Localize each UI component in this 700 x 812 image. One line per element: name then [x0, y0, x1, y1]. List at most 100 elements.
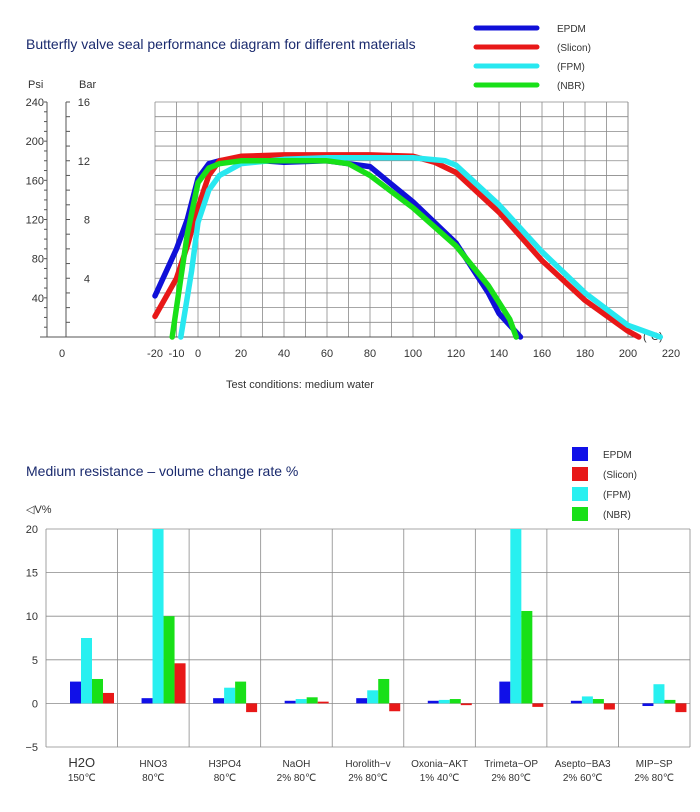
y-tick-label: 10 — [26, 611, 38, 623]
category-label-8: Asepto−BA3 — [555, 759, 611, 770]
x-tick-label: 140 — [490, 348, 508, 360]
x-tick-label: 220 — [662, 348, 680, 360]
legend-label-2: (Slicon) — [603, 470, 637, 481]
test-conditions-note: Test conditions: medium water — [226, 379, 374, 391]
bar-3-0 — [284, 700, 296, 704]
category-temp-4: 2% 80℃ — [277, 773, 317, 784]
bar-0-0 — [70, 681, 81, 704]
psi-tick-label: 120 — [26, 215, 44, 227]
bar-4-3 — [389, 703, 401, 712]
bar-2-2 — [235, 681, 247, 704]
bar-6-3 — [532, 703, 544, 707]
category-label-4: NaOH — [283, 759, 311, 770]
psi-tick-label: 40 — [32, 293, 44, 305]
category-temp-9: 2% 80℃ — [634, 773, 674, 784]
x-tick-label: 180 — [576, 348, 594, 360]
x-tick-label: 60 — [321, 348, 333, 360]
category-label-9: MIP−SP — [636, 759, 673, 770]
legend-label-1: EPDM — [603, 450, 632, 461]
bar-1-0 — [141, 698, 153, 704]
category-label-2: HNO3 — [139, 759, 167, 770]
bar-tick-label: 16 — [78, 97, 90, 109]
legend-label-4: (NBR) — [557, 81, 585, 92]
bar-3-3 — [317, 701, 329, 704]
psi-tick-label: 80 — [32, 254, 44, 266]
bar-0-2 — [92, 678, 103, 704]
bar-0-1 — [81, 638, 92, 704]
category-label-1: H2O — [68, 755, 95, 770]
legend-swatch-3 — [572, 487, 588, 501]
bar-1-2 — [163, 616, 175, 704]
x-tick-label: 0 — [195, 348, 201, 360]
x-tick-label: 40 — [278, 348, 290, 360]
bar-4-0 — [356, 698, 368, 704]
bar-6-0 — [499, 681, 511, 704]
bar-2-1 — [224, 687, 236, 704]
series-line-3 — [178, 155, 664, 340]
bar-7-3 — [603, 703, 615, 710]
legend-label-3: (FPM) — [603, 490, 631, 501]
bar-4-2 — [378, 678, 390, 704]
bar-tick-label: 4 — [84, 273, 90, 285]
series-line-4 — [169, 158, 519, 340]
bar-5-3 — [460, 703, 472, 706]
category-label-3: H3PO4 — [208, 759, 241, 770]
bar-1-1 — [152, 529, 164, 704]
bar-8-0 — [642, 703, 654, 707]
category-label-5: Horolith−v — [345, 759, 390, 770]
y-tick-label: 20 — [26, 524, 38, 536]
x-tick-label: -20 — [147, 348, 163, 360]
x-tick-label: 200 — [619, 348, 637, 360]
psi-tick-label: 160 — [26, 175, 44, 187]
category-temp-8: 2% 60℃ — [563, 773, 603, 784]
x-tick-label: 0 — [59, 348, 65, 360]
series-line-2 — [152, 152, 642, 340]
psi-tick-label: 240 — [26, 97, 44, 109]
y-tick-label: 15 — [26, 568, 38, 580]
x-tick-label: 160 — [533, 348, 551, 360]
x-tick-label: 100 — [404, 348, 422, 360]
bar-1-3 — [174, 663, 186, 704]
y-tick-label: 5 — [32, 655, 38, 667]
category-temp-5: 2% 80℃ — [348, 773, 388, 784]
legend-swatch-4 — [572, 507, 588, 521]
psi-axis-label: Psi — [28, 79, 43, 91]
legend-swatch-1 — [572, 447, 588, 461]
chart1-title: Butterfly valve seal performance diagram… — [26, 36, 416, 52]
category-temp-6: 1% 40℃ — [420, 773, 460, 784]
category-temp-2: 80℃ — [142, 773, 164, 784]
category-temp-7: 2% 80℃ — [491, 773, 531, 784]
bar-8-2 — [664, 699, 676, 704]
bar-7-2 — [592, 699, 604, 704]
category-temp-1: 150℃ — [68, 773, 96, 784]
bar-tick-label: 12 — [78, 156, 90, 168]
bar-axis-label: Bar — [79, 79, 96, 91]
bar-6-2 — [521, 610, 533, 704]
category-label-6: Oxonia−AKT — [411, 759, 468, 770]
bar-chart: 20 15 10 5 0 −5 ◁V% H2O 150℃ HNO3 80℃ H3PO4 80℃ NaOH 2… — [25, 447, 691, 784]
bar-2-3 — [246, 703, 258, 713]
bar-5-0 — [427, 700, 439, 704]
bar-6-1 — [510, 529, 522, 704]
x-tick-label: -10 — [169, 348, 185, 360]
x-tick-label: 20 — [235, 348, 247, 360]
bar-5-1 — [438, 699, 450, 704]
bar-7-0 — [570, 700, 582, 704]
y-tick-label: 0 — [32, 698, 38, 710]
y-axis-label: ◁V% — [26, 504, 52, 516]
bar-5-2 — [449, 699, 461, 704]
legend-label-4: (NBR) — [603, 510, 631, 521]
x-tick-label: 80 — [364, 348, 376, 360]
bar-tick-label: 8 — [84, 215, 90, 227]
bar-4-1 — [367, 690, 379, 704]
x-tick-label: 120 — [447, 348, 465, 360]
legend-label-3: (FPM) — [557, 62, 585, 73]
bar-0-3 — [103, 692, 114, 704]
bar-7-1 — [581, 696, 593, 704]
bar-3-2 — [306, 697, 318, 704]
chart2-title: Medium resistance – volume change rate % — [26, 463, 299, 479]
legend-label-1: EPDM — [557, 24, 586, 35]
legend-swatch-2 — [572, 467, 588, 481]
bar-8-1 — [653, 684, 665, 704]
